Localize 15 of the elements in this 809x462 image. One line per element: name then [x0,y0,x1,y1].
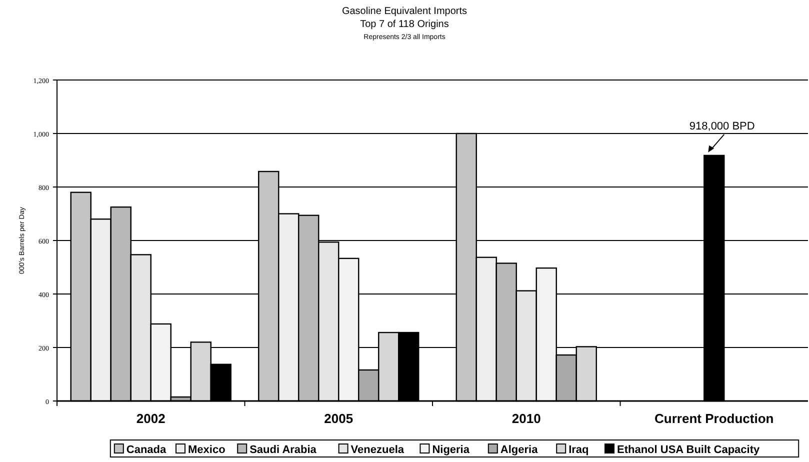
x-tick-label: 2005 [324,411,354,426]
x-tick-label: 2010 [512,411,541,426]
annotation: 918,000 BPD [689,120,755,132]
legend-label: Venezuela [350,444,405,456]
legend-label: Algeria [500,444,539,456]
legend-label: Canada [126,444,168,456]
chart-title: Gasoline Equivalent Imports [342,6,468,17]
legend-label: Mexico [188,444,226,456]
legend-label: Ethanol USA Built Capacity [617,444,760,456]
x-tick-label: Current Production [654,411,774,426]
x-tick-label: 2002 [136,411,166,426]
legend-label: Nigeria [432,444,470,456]
legend-label: Saudi Arabia [250,444,318,456]
legend-label: Iraq [568,444,589,456]
text: Top 7 of 118 Origins [360,19,449,30]
